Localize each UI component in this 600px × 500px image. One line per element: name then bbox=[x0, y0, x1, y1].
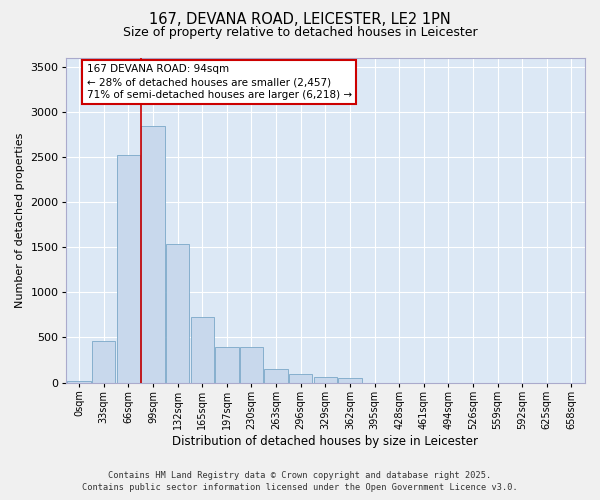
Bar bbox=[92, 341, 115, 382]
Text: Size of property relative to detached houses in Leicester: Size of property relative to detached ho… bbox=[122, 26, 478, 39]
Bar bbox=[166, 244, 190, 382]
Text: 167 DEVANA ROAD: 94sqm
← 28% of detached houses are smaller (2,457)
71% of semi-: 167 DEVANA ROAD: 94sqm ← 28% of detached… bbox=[86, 64, 352, 100]
Bar bbox=[142, 126, 165, 382]
Bar bbox=[117, 155, 140, 382]
Bar bbox=[215, 348, 239, 382]
Bar bbox=[338, 378, 362, 382]
Bar bbox=[265, 368, 288, 382]
Text: Contains HM Land Registry data © Crown copyright and database right 2025.
Contai: Contains HM Land Registry data © Crown c… bbox=[82, 471, 518, 492]
Bar bbox=[67, 381, 91, 382]
Bar bbox=[289, 374, 313, 382]
Bar bbox=[240, 348, 263, 382]
Bar bbox=[314, 377, 337, 382]
Y-axis label: Number of detached properties: Number of detached properties bbox=[15, 132, 25, 308]
Bar bbox=[191, 316, 214, 382]
X-axis label: Distribution of detached houses by size in Leicester: Distribution of detached houses by size … bbox=[172, 434, 478, 448]
Text: 167, DEVANA ROAD, LEICESTER, LE2 1PN: 167, DEVANA ROAD, LEICESTER, LE2 1PN bbox=[149, 12, 451, 28]
